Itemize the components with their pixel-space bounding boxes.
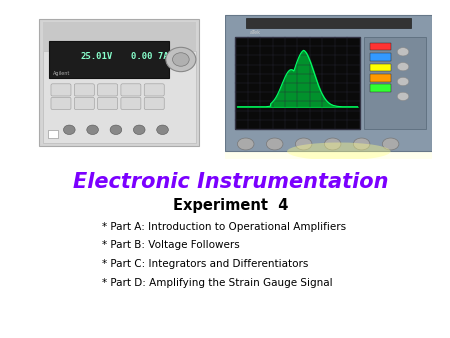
- FancyBboxPatch shape: [51, 84, 71, 96]
- Text: * Part A: Introduction to Operational Amplifiers: * Part A: Introduction to Operational Am…: [102, 222, 346, 232]
- Text: * Part D: Amplifying the Strain Gauge Signal: * Part D: Amplifying the Strain Gauge Si…: [102, 278, 332, 288]
- Bar: [225, 117, 432, 128]
- Text: aTek: aTek: [250, 30, 261, 35]
- Text: 0.00 7A: 0.00 7A: [131, 52, 169, 61]
- FancyBboxPatch shape: [51, 97, 71, 110]
- FancyBboxPatch shape: [98, 84, 117, 96]
- Circle shape: [157, 125, 168, 135]
- Circle shape: [172, 53, 189, 66]
- Ellipse shape: [287, 143, 391, 160]
- Text: Experiment  4: Experiment 4: [173, 198, 288, 213]
- Bar: [225, 107, 432, 117]
- Bar: [246, 18, 411, 28]
- FancyBboxPatch shape: [98, 97, 117, 110]
- Bar: [225, 148, 432, 159]
- Circle shape: [238, 138, 254, 150]
- Bar: [370, 84, 391, 92]
- Circle shape: [133, 125, 145, 135]
- FancyBboxPatch shape: [121, 97, 141, 110]
- Circle shape: [397, 48, 409, 56]
- Bar: [43, 22, 196, 51]
- Text: 25.01V: 25.01V: [81, 52, 113, 61]
- Circle shape: [397, 92, 409, 101]
- Text: Electronic Instrumentation: Electronic Instrumentation: [73, 172, 388, 192]
- Bar: [43, 51, 196, 143]
- FancyBboxPatch shape: [121, 84, 141, 96]
- Circle shape: [110, 125, 122, 135]
- Bar: [370, 64, 391, 71]
- Circle shape: [353, 138, 370, 150]
- Text: Agilent: Agilent: [53, 71, 70, 75]
- Bar: [370, 43, 391, 50]
- Bar: [364, 37, 426, 129]
- Circle shape: [63, 125, 75, 135]
- Circle shape: [397, 77, 409, 86]
- FancyBboxPatch shape: [74, 84, 94, 96]
- Circle shape: [324, 138, 341, 150]
- Bar: [370, 74, 391, 81]
- Circle shape: [166, 47, 196, 72]
- Bar: [235, 37, 360, 129]
- Circle shape: [397, 63, 409, 71]
- Bar: [225, 76, 432, 86]
- Bar: [370, 53, 391, 61]
- FancyBboxPatch shape: [144, 84, 164, 96]
- Bar: [225, 128, 432, 138]
- Circle shape: [87, 125, 99, 135]
- Bar: [225, 96, 432, 107]
- Text: * Part B: Voltage Followers: * Part B: Voltage Followers: [102, 240, 239, 250]
- Circle shape: [295, 138, 312, 150]
- Circle shape: [382, 138, 399, 150]
- FancyBboxPatch shape: [74, 97, 94, 110]
- Circle shape: [266, 138, 283, 150]
- FancyBboxPatch shape: [144, 97, 164, 110]
- Text: * Part C: Integrators and Differentiators: * Part C: Integrators and Differentiator…: [102, 259, 308, 269]
- Bar: [50, 41, 169, 78]
- Bar: [48, 130, 58, 138]
- Bar: [225, 86, 432, 96]
- Bar: [225, 138, 432, 148]
